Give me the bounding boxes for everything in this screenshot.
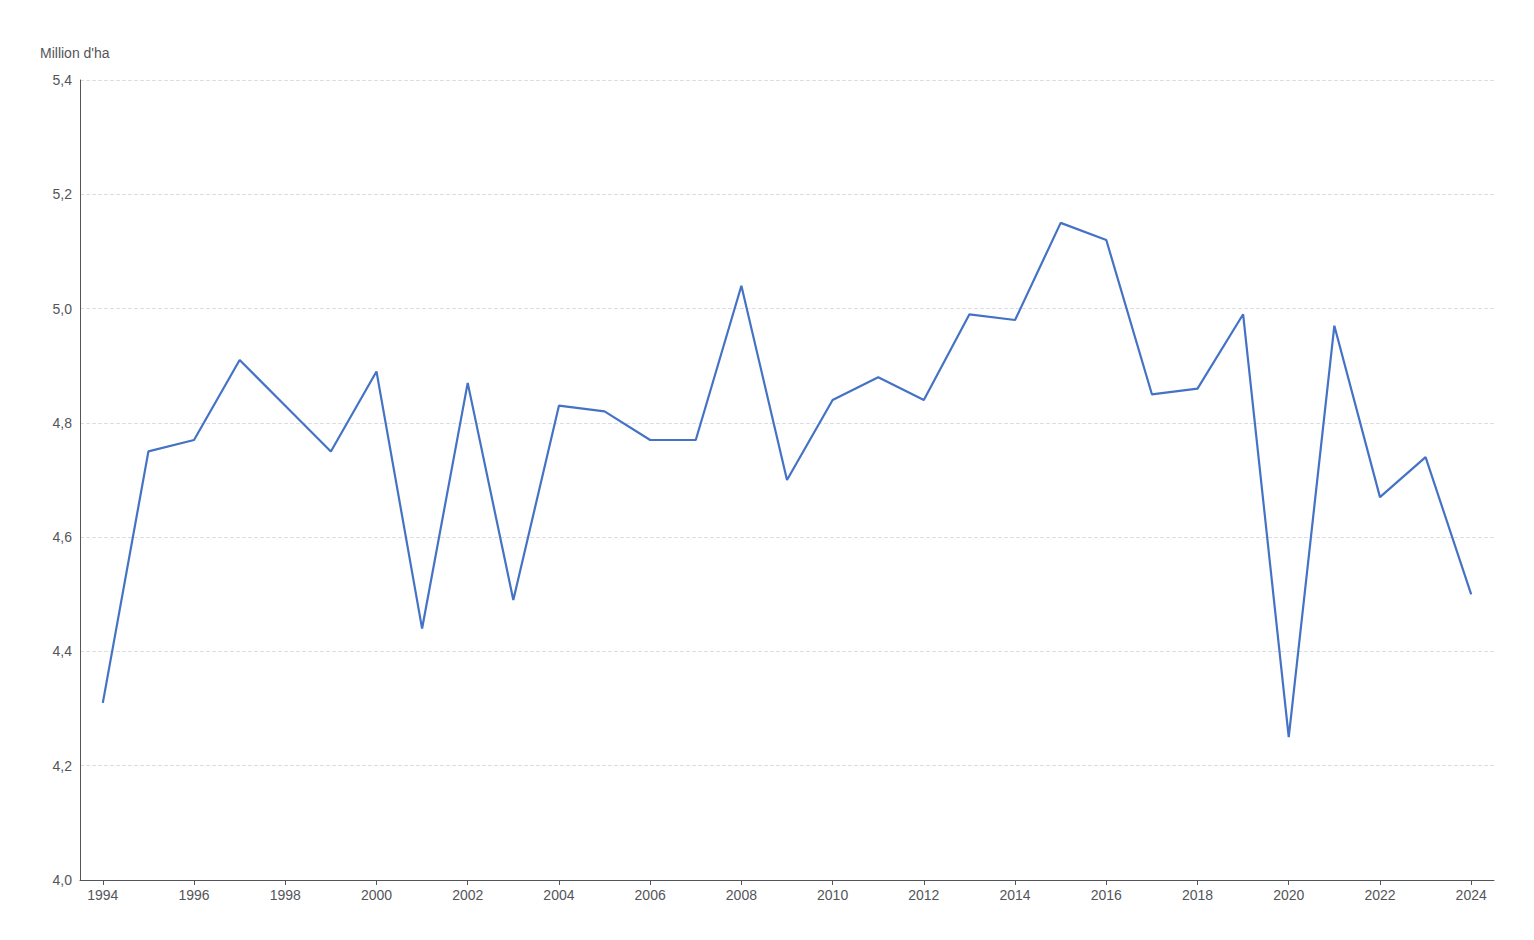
svg-text:1998: 1998	[270, 887, 301, 903]
svg-text:4,8: 4,8	[53, 415, 73, 431]
svg-text:4,0: 4,0	[53, 872, 73, 888]
svg-text:2016: 2016	[1091, 887, 1122, 903]
svg-text:2006: 2006	[635, 887, 666, 903]
svg-text:4,6: 4,6	[53, 529, 73, 545]
svg-text:2008: 2008	[726, 887, 757, 903]
svg-text:4,4: 4,4	[53, 643, 73, 659]
svg-text:1994: 1994	[87, 887, 118, 903]
svg-text:Million d'ha: Million d'ha	[40, 45, 110, 61]
svg-text:5,4: 5,4	[53, 72, 73, 88]
svg-text:4,2: 4,2	[53, 758, 73, 774]
svg-text:2012: 2012	[908, 887, 939, 903]
svg-text:2000: 2000	[361, 887, 392, 903]
svg-text:2002: 2002	[452, 887, 483, 903]
svg-text:2004: 2004	[543, 887, 574, 903]
svg-text:2022: 2022	[1364, 887, 1395, 903]
svg-text:1996: 1996	[178, 887, 209, 903]
svg-text:5,2: 5,2	[53, 186, 73, 202]
svg-text:2024: 2024	[1456, 887, 1487, 903]
svg-text:2018: 2018	[1182, 887, 1213, 903]
svg-text:5,0: 5,0	[53, 301, 73, 317]
svg-text:2014: 2014	[999, 887, 1030, 903]
svg-text:2010: 2010	[817, 887, 848, 903]
svg-text:2020: 2020	[1273, 887, 1304, 903]
